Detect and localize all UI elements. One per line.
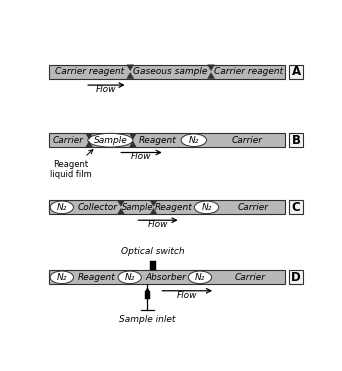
Text: Flow: Flow <box>131 152 151 161</box>
Polygon shape <box>86 133 93 139</box>
Bar <box>289 65 303 79</box>
Text: Reagent: Reagent <box>139 136 176 145</box>
Text: N₂: N₂ <box>57 273 67 282</box>
Text: Carrier: Carrier <box>53 136 84 145</box>
Bar <box>49 270 285 284</box>
Bar <box>289 200 303 214</box>
Text: Reagent
liquid film: Reagent liquid film <box>50 150 93 179</box>
Bar <box>49 133 285 147</box>
Text: B: B <box>291 134 301 147</box>
Polygon shape <box>118 209 124 214</box>
Ellipse shape <box>50 201 74 214</box>
Polygon shape <box>129 141 136 147</box>
Text: D: D <box>291 271 301 284</box>
Text: Sample inlet: Sample inlet <box>119 315 176 324</box>
Text: N₂: N₂ <box>195 273 205 282</box>
Polygon shape <box>208 65 214 70</box>
Ellipse shape <box>50 271 74 283</box>
Text: Sample: Sample <box>93 136 127 145</box>
Text: Absorber: Absorber <box>145 273 186 282</box>
Ellipse shape <box>188 271 212 283</box>
Text: Carrier: Carrier <box>232 136 263 145</box>
Bar <box>289 270 303 284</box>
Polygon shape <box>118 200 124 206</box>
Ellipse shape <box>118 271 141 283</box>
Text: N₂: N₂ <box>189 136 199 145</box>
Ellipse shape <box>194 201 219 214</box>
Text: Carrier: Carrier <box>234 273 265 282</box>
Polygon shape <box>127 65 134 70</box>
Polygon shape <box>150 200 157 206</box>
Polygon shape <box>208 73 214 79</box>
Polygon shape <box>129 133 136 139</box>
Text: N₂: N₂ <box>57 203 67 212</box>
Text: N₂: N₂ <box>201 203 212 212</box>
Text: N₂: N₂ <box>124 273 135 282</box>
Text: Reagent: Reagent <box>155 203 193 212</box>
Text: Flow: Flow <box>177 291 197 300</box>
Bar <box>145 291 150 299</box>
Polygon shape <box>127 73 134 79</box>
Text: C: C <box>292 201 300 214</box>
Ellipse shape <box>181 134 207 147</box>
Text: Optical switch: Optical switch <box>121 247 185 256</box>
Text: Sample: Sample <box>121 203 153 212</box>
Text: Reagent: Reagent <box>78 273 116 282</box>
Bar <box>150 261 156 270</box>
Polygon shape <box>86 141 93 147</box>
Polygon shape <box>150 209 157 214</box>
Text: Carrier reagent: Carrier reagent <box>214 67 283 76</box>
Text: Carrier reagent: Carrier reagent <box>55 67 124 76</box>
Bar <box>49 200 285 214</box>
Text: Flow: Flow <box>96 85 117 94</box>
Text: Collector: Collector <box>78 203 118 212</box>
Text: Flow: Flow <box>148 220 168 229</box>
Text: Gaseous sample: Gaseous sample <box>133 67 208 76</box>
Bar <box>49 65 285 79</box>
Text: Carrier: Carrier <box>238 203 269 212</box>
Bar <box>289 133 303 147</box>
Ellipse shape <box>88 133 133 147</box>
Text: A: A <box>291 65 301 78</box>
